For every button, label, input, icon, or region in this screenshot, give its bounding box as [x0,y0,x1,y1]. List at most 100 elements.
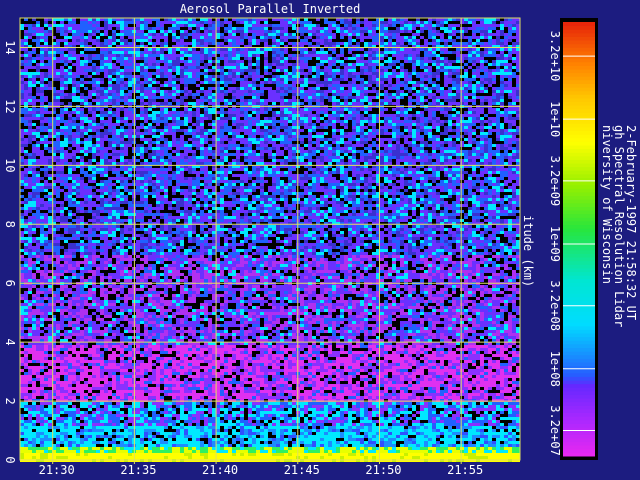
heatmap-cell [352,84,356,87]
heatmap-cell [188,42,192,45]
heatmap-cell [344,54,348,57]
heatmap-cell [72,27,76,30]
heatmap-cell [264,36,268,39]
heatmap-cell [448,129,452,132]
heatmap-cell [504,66,508,69]
heatmap-cell [164,96,168,99]
heatmap-cell [176,108,180,111]
heatmap-cell [60,33,64,36]
heatmap-cell [320,84,324,87]
heatmap-cell [136,117,140,120]
heatmap-cell [92,33,96,36]
heatmap-cell [500,108,504,111]
heatmap-cell [28,69,32,72]
heatmap-cell [104,30,108,33]
heatmap-cell [32,30,36,33]
heatmap-cell [160,123,164,126]
heatmap-cell [312,72,316,75]
heatmap-cell [340,33,344,36]
heatmap-cell [232,102,236,105]
heatmap-cell [336,132,340,135]
heatmap-cell [364,24,368,27]
heatmap-cell [204,99,208,102]
heatmap-cell [456,102,460,105]
heatmap-cell [424,96,428,99]
heatmap-cell [292,72,296,75]
heatmap-cell [368,18,372,21]
heatmap-cell [72,123,76,126]
heatmap-cell [292,114,296,117]
heatmap-cell [208,108,212,111]
heatmap-cell [164,66,168,69]
heatmap-cell [184,24,188,27]
heatmap-cell [200,120,204,123]
heatmap-cell [116,87,120,90]
heatmap-cell [40,114,44,117]
heatmap-cell [108,99,112,102]
heatmap-cell [396,117,400,120]
heatmap-cell [124,90,128,93]
heatmap-cell [236,72,240,75]
heatmap-cell [228,129,232,132]
heatmap-cell [356,120,360,123]
heatmap-cell [356,135,360,138]
heatmap-cell [368,126,372,129]
heatmap-cell [464,81,468,84]
heatmap-cell [192,27,196,30]
heatmap-cell [60,36,64,39]
heatmap-cell [40,42,44,45]
heatmap-cell [288,114,292,117]
heatmap-cell [36,27,40,30]
heatmap-cell [488,114,492,117]
heatmap-cell [120,126,124,129]
heatmap-cell [212,24,216,27]
heatmap-cell [508,66,512,69]
heatmap-cell [176,96,180,99]
heatmap-cell [156,93,160,96]
heatmap-cell [120,66,124,69]
heatmap-cell [136,39,140,42]
heatmap-cell [104,24,108,27]
heatmap-cell [260,27,264,30]
heatmap-cell [280,21,284,24]
heatmap-cell [268,72,272,75]
heatmap-cell [356,78,360,81]
heatmap-cell [108,51,112,54]
heatmap-cell [412,60,416,63]
heatmap-cell [216,18,220,21]
heatmap-cell [392,72,396,75]
heatmap-cell [260,108,264,111]
heatmap-cell [184,57,188,60]
heatmap-cell [420,81,424,84]
heatmap-cell [368,39,372,42]
heatmap-cell [456,30,460,33]
heatmap-cell [444,51,448,54]
heatmap-cell [216,45,220,48]
heatmap-cell [172,132,176,135]
heatmap-cell [412,126,416,129]
heatmap-cell [488,129,492,132]
heatmap-cell [416,75,420,78]
heatmap-cell [216,135,220,138]
heatmap-cell [292,48,296,51]
heatmap-cell [448,18,452,21]
heatmap-cell [424,93,428,96]
heatmap-cell [56,99,60,102]
heatmap-cell [436,60,440,63]
heatmap-cell [40,72,44,75]
heatmap-cell [136,51,140,54]
heatmap-cell [52,36,56,39]
heatmap-cell [504,75,508,78]
heatmap-cell [432,45,436,48]
heatmap-cell [88,93,92,96]
heatmap-cell [208,42,212,45]
heatmap-cell [444,75,448,78]
heatmap-cell [144,66,148,69]
heatmap-cell [316,87,320,90]
heatmap-cell [480,72,484,75]
heatmap-cell [436,66,440,69]
heatmap-cell [480,84,484,87]
heatmap-cell [280,93,284,96]
heatmap-cell [84,90,88,93]
heatmap-cell [204,39,208,42]
